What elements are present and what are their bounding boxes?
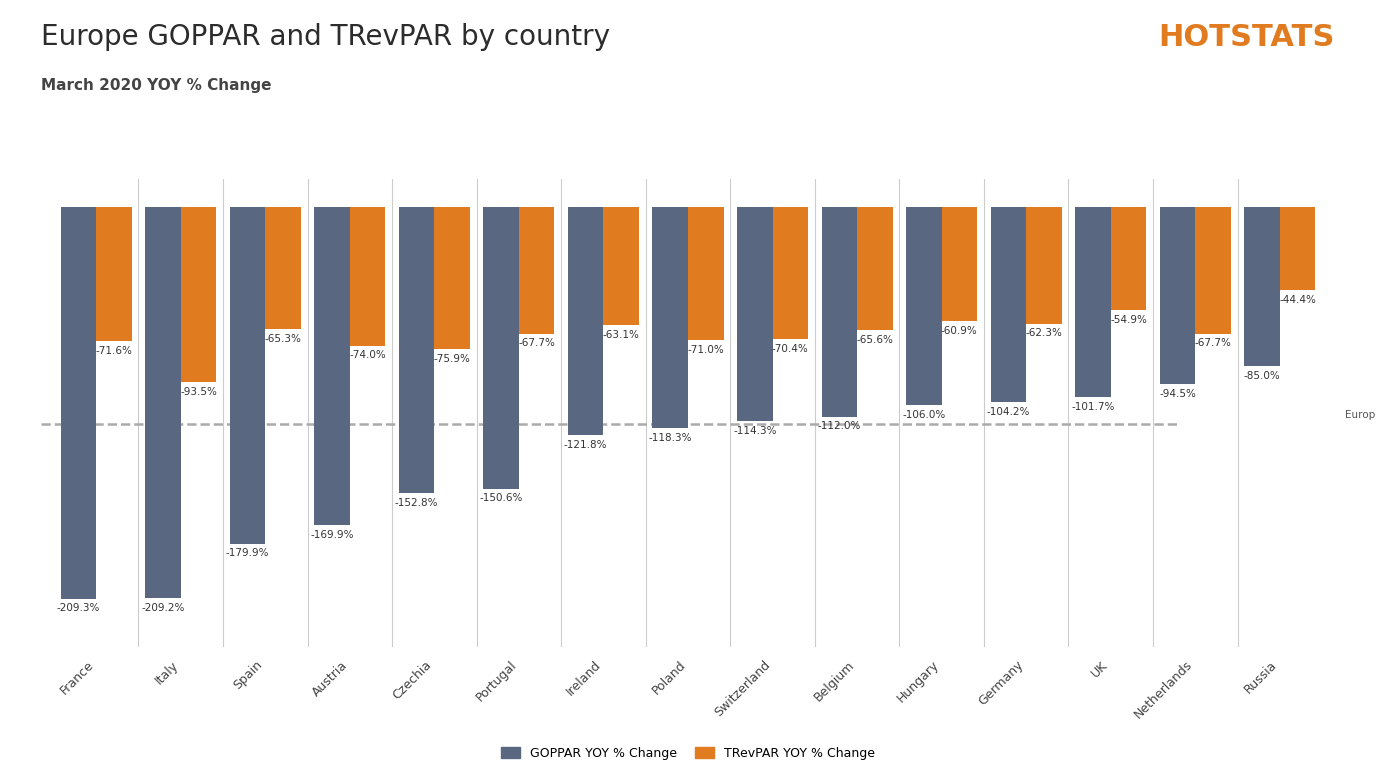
Bar <box>857 207 893 330</box>
Bar <box>907 207 941 405</box>
Bar <box>96 207 132 341</box>
Text: -106.0%: -106.0% <box>903 410 945 420</box>
Bar <box>483 207 519 488</box>
Text: -67.7%: -67.7% <box>1194 338 1232 348</box>
Bar <box>1244 207 1280 366</box>
Bar <box>61 207 96 598</box>
Bar <box>266 207 301 330</box>
Text: -65.6%: -65.6% <box>856 334 893 344</box>
Text: -114.3%: -114.3% <box>733 425 776 435</box>
Bar <box>1196 207 1230 333</box>
Bar <box>568 207 604 435</box>
Text: -54.9%: -54.9% <box>1110 315 1146 325</box>
Text: -152.8%: -152.8% <box>395 498 439 508</box>
Bar <box>604 207 638 325</box>
Text: -44.4%: -44.4% <box>1280 295 1315 305</box>
Bar <box>1075 207 1110 397</box>
Bar <box>1110 207 1146 310</box>
Text: -75.9%: -75.9% <box>433 354 471 364</box>
Text: HOTSTATS: HOTSTATS <box>1159 23 1335 52</box>
Text: -85.0%: -85.0% <box>1244 371 1281 381</box>
Bar <box>738 207 772 421</box>
Text: March 2020 YOY % Change: March 2020 YOY % Change <box>41 78 272 93</box>
Text: -62.3%: -62.3% <box>1025 329 1062 338</box>
Bar <box>350 207 385 346</box>
Text: -121.8%: -121.8% <box>564 439 607 449</box>
Bar <box>1160 207 1196 384</box>
Bar <box>1280 207 1315 291</box>
Text: -93.5%: -93.5% <box>180 386 217 397</box>
Text: -118.3%: -118.3% <box>648 433 692 443</box>
Text: -74.0%: -74.0% <box>350 351 387 360</box>
Text: -179.9%: -179.9% <box>226 548 270 559</box>
Text: -63.1%: -63.1% <box>603 330 640 340</box>
Bar <box>399 207 435 493</box>
Text: -104.2%: -104.2% <box>987 407 1031 417</box>
Text: -65.3%: -65.3% <box>264 334 301 344</box>
Text: -209.3%: -209.3% <box>56 603 100 613</box>
Bar <box>941 207 977 321</box>
Bar <box>519 207 555 333</box>
Text: -70.4%: -70.4% <box>772 344 809 354</box>
Bar <box>435 207 469 349</box>
Bar <box>180 207 216 382</box>
Bar <box>146 207 180 598</box>
Text: Europe: YOY GOPPAR % Change -115.9%: Europe: YOY GOPPAR % Change -115.9% <box>1344 411 1376 420</box>
Bar <box>821 207 857 417</box>
Bar <box>314 207 350 525</box>
Bar <box>652 207 688 428</box>
Bar <box>1026 207 1062 324</box>
Text: Europe GOPPAR and TRevPAR by country: Europe GOPPAR and TRevPAR by country <box>41 23 611 51</box>
Bar <box>230 207 266 544</box>
Bar <box>772 207 808 339</box>
Text: -169.9%: -169.9% <box>311 530 354 540</box>
Text: -209.2%: -209.2% <box>142 603 184 613</box>
Text: -67.7%: -67.7% <box>519 338 555 348</box>
Text: -60.9%: -60.9% <box>941 326 978 336</box>
Bar <box>991 207 1026 402</box>
Text: -150.6%: -150.6% <box>479 493 523 503</box>
Text: -71.6%: -71.6% <box>95 346 132 356</box>
Text: -112.0%: -112.0% <box>817 421 861 432</box>
Text: -101.7%: -101.7% <box>1072 402 1115 412</box>
Bar <box>688 207 724 340</box>
Text: -71.0%: -71.0% <box>688 344 724 354</box>
Legend: GOPPAR YOY % Change, TRevPAR YOY % Change: GOPPAR YOY % Change, TRevPAR YOY % Chang… <box>495 742 881 765</box>
Text: -94.5%: -94.5% <box>1159 389 1196 399</box>
